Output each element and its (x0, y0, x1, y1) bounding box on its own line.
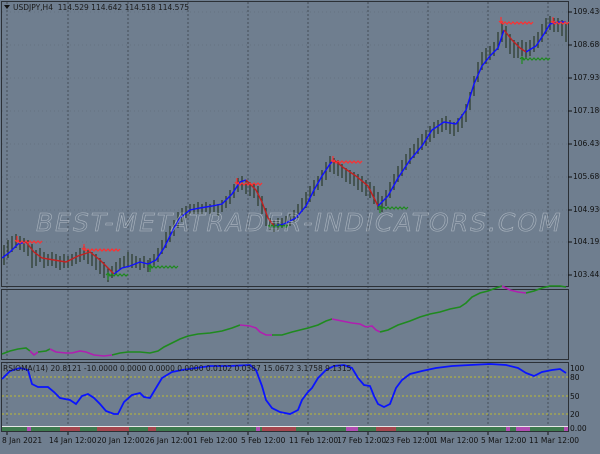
time-label: 5 Mar 12:00 (481, 436, 527, 445)
indicator-label: RSIOMA(14) 20.8121 -10.0000 0.0000 0.000… (3, 364, 352, 373)
support-markers (105, 56, 551, 280)
ohlc-low: 114.518 (124, 3, 156, 12)
rsi-axis-label: 100 (570, 364, 585, 373)
rsi-axis-label: 20 (570, 410, 580, 419)
price-label: 109.430 (573, 7, 600, 16)
price-label: 107.180 (573, 106, 600, 115)
watermark: BEST-METATRADER-INDICATORS.COM (36, 208, 563, 238)
price-label: 104.930 (573, 205, 600, 214)
price-label: 104.195 (573, 237, 600, 246)
time-label: 11 Feb 12:00 (289, 436, 339, 445)
time-label: 26 Jan 12:00 (145, 436, 193, 445)
ohlc-close: 114.575 (157, 3, 189, 12)
oscillator-line (1, 285, 567, 357)
time-label: 8 Jan 2021 (2, 436, 43, 445)
price-label: 105.680 (573, 172, 600, 181)
price-label: 103.445 (573, 270, 600, 279)
price-label: 106.430 (573, 139, 600, 148)
time-label: 23 Feb 12:00 (385, 436, 435, 445)
ohlc-open: 114.529 (57, 3, 89, 12)
rsi-pane-frame (1, 362, 569, 432)
time-label: 1 Mar 12:00 (433, 436, 479, 445)
resistance-markers (14, 17, 570, 252)
time-label: 11 Mar 12:00 (529, 436, 580, 445)
rsi-axis-label: 80 (570, 373, 580, 382)
price-label: 108.680 (573, 40, 600, 49)
time-label: 5 Feb 12:00 (241, 436, 286, 445)
rsi-axis-label: 50 (570, 392, 580, 401)
dropdown-arrow-icon[interactable] (4, 5, 10, 9)
time-label: 20 Jan 12:00 (97, 436, 145, 445)
rsi-axis-label: 0.00 (570, 424, 587, 433)
time-label: 1 Feb 12:00 (193, 436, 238, 445)
chart-header: USDJPY,H4 114.529 114.642 114.518 114.57… (4, 3, 189, 12)
symbol-timeframe: USDJPY,H4 (13, 3, 53, 12)
time-label: 17 Feb 12:00 (337, 436, 387, 445)
signal-strip (2, 426, 568, 431)
ohlc-high: 114.642 (91, 3, 123, 12)
price-label: 107.930 (573, 73, 600, 82)
rsi-line (1, 363, 567, 415)
time-label: 14 Jan 12:00 (49, 436, 97, 445)
oscillator-pane-frame (1, 289, 569, 360)
vertical-grid (6, 2, 549, 431)
